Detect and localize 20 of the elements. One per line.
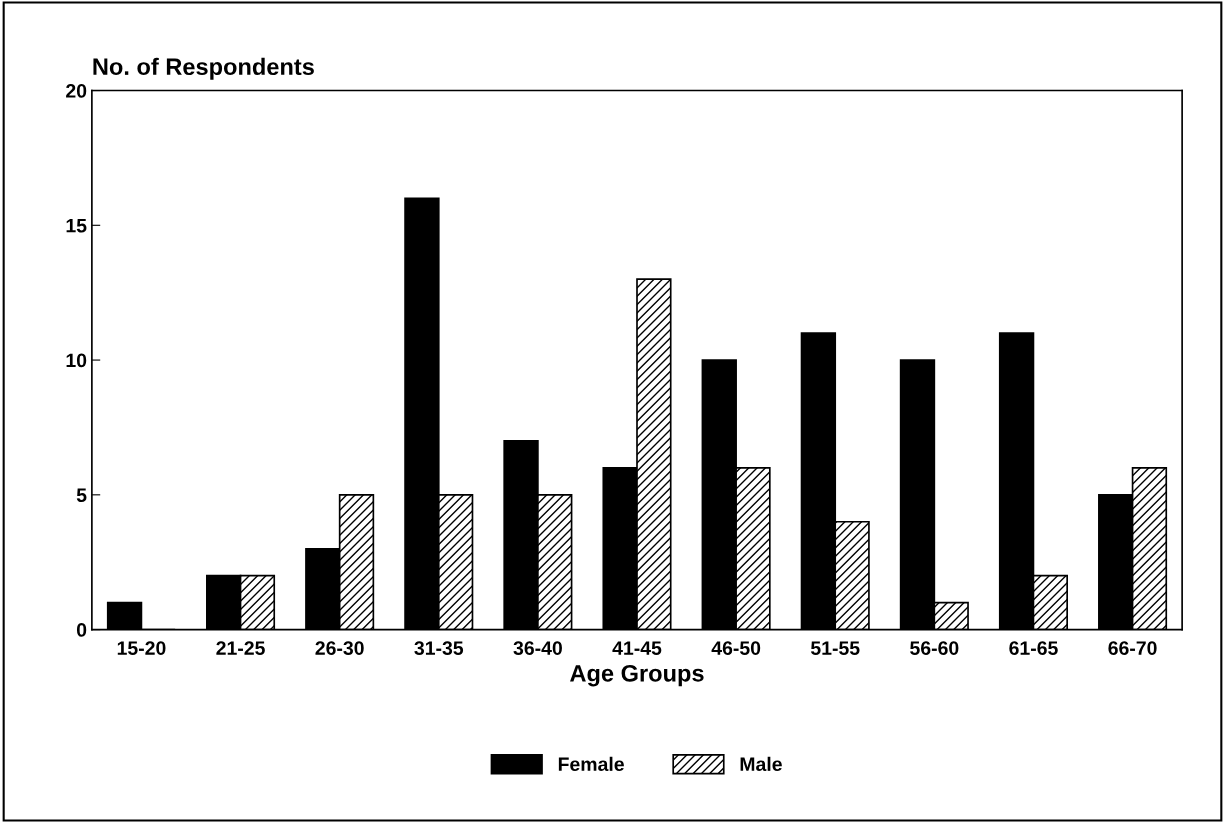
x-tick-label: 66-70: [1108, 641, 1157, 655]
x-axis-title: Age Groups: [570, 664, 704, 687]
x-tick-label: 21-25: [216, 641, 265, 655]
y-tick-label: 15: [66, 218, 87, 233]
legend-label: Female: [558, 756, 624, 772]
y-tick-label: 0: [76, 623, 87, 637]
x-tick-label: 41-45: [612, 641, 662, 655]
y-tick-label: 20: [66, 84, 87, 98]
x-tick-label: 26-30: [315, 641, 364, 656]
x-tick-label: 61-65: [1009, 641, 1058, 655]
x-tick-label: 36-40: [513, 641, 562, 656]
x-tick-label: 31-35: [414, 641, 464, 656]
y-tick-label: 10: [66, 353, 87, 368]
x-tick-label: 51-55: [810, 641, 860, 655]
y-axis-title: No. of Respondents: [93, 57, 314, 80]
x-tick-label: 56-60: [910, 641, 959, 655]
x-tick-label: 46-50: [711, 641, 761, 655]
legend-label: Male: [740, 756, 782, 772]
y-tick-label: 5: [76, 488, 87, 503]
x-tick-label: 15-20: [117, 641, 166, 655]
